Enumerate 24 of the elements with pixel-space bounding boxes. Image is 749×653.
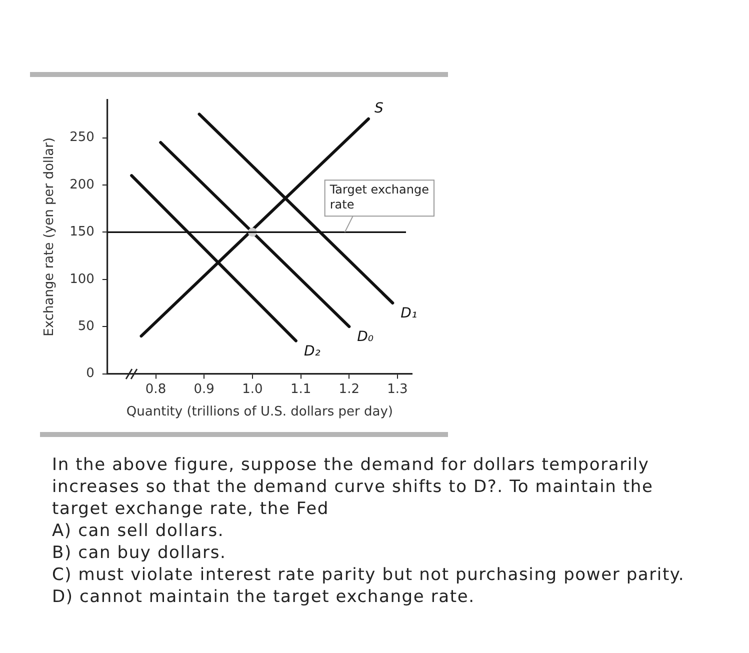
y-tick-label: 200	[70, 177, 94, 192]
ref-line-label: Target exchange rate	[328, 182, 430, 212]
x-axis-title: Quantity (trillions of U.S. dollars per day)	[126, 404, 393, 420]
x-tick-label: 0.9	[194, 382, 214, 397]
text: A) can sell dollars.	[52, 520, 226, 542]
x-tick-label: 0.8	[145, 382, 166, 397]
y-axis-title: Exchange rate (yen per dollar)	[42, 137, 58, 336]
series-label: D₁	[400, 306, 418, 322]
x-tick-label: 1.3	[387, 382, 408, 397]
text: B) can buy dollars.	[52, 542, 228, 564]
y-tick-label: 50	[78, 318, 94, 334]
series-label: D₂	[304, 343, 321, 360]
y-tick-label: 150	[70, 224, 94, 240]
y-tick-label: 250	[70, 130, 94, 146]
text: D) cannot maintain the target exchange rate.	[52, 586, 476, 608]
text: In the above figure, suppose the demand for dollars temporarily increases so that the demand curve shifts to D?. To maintain the target exchange rate, the Fed	[52, 454, 654, 520]
x-tick-label: 1.2	[338, 382, 360, 397]
text: C) must violate interest rate parity but not purchasing power parity.	[52, 564, 686, 586]
series-label: D₀	[357, 329, 374, 346]
x-tick-label: 1.1	[290, 382, 312, 397]
y-tick-label: 100	[70, 272, 94, 287]
y-tick-label: 0	[86, 366, 94, 382]
x-tick-label: 1.0	[242, 382, 263, 397]
series-label: S	[374, 100, 384, 117]
